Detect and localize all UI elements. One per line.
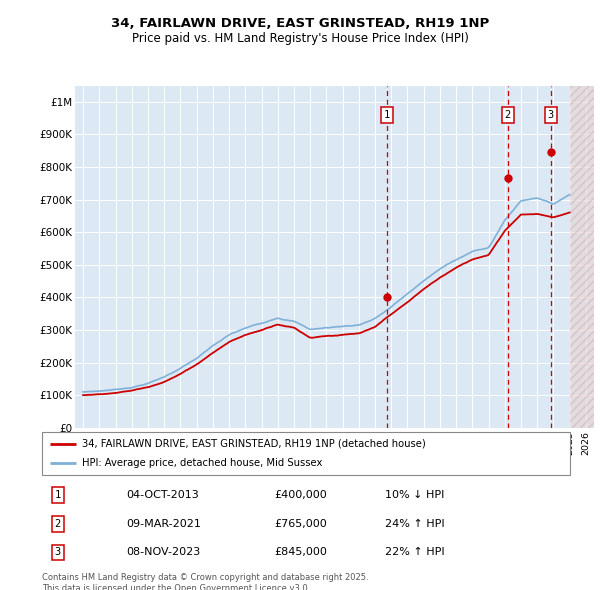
Text: 10% ↓ HPI: 10% ↓ HPI: [385, 490, 445, 500]
Text: 09-MAR-2021: 09-MAR-2021: [127, 519, 202, 529]
Text: 04-OCT-2013: 04-OCT-2013: [127, 490, 199, 500]
Text: HPI: Average price, detached house, Mid Sussex: HPI: Average price, detached house, Mid …: [82, 458, 322, 468]
Text: 24% ↑ HPI: 24% ↑ HPI: [385, 519, 445, 529]
Bar: [569, 86, 594, 428]
Text: £400,000: £400,000: [274, 490, 327, 500]
Text: Contains HM Land Registry data © Crown copyright and database right 2025.
This d: Contains HM Land Registry data © Crown c…: [42, 573, 368, 590]
Text: 2: 2: [505, 110, 511, 120]
FancyBboxPatch shape: [42, 432, 570, 475]
Text: £845,000: £845,000: [274, 548, 327, 558]
Text: £765,000: £765,000: [274, 519, 327, 529]
Text: 3: 3: [548, 110, 554, 120]
Bar: [569, 86, 594, 428]
Text: 3: 3: [55, 548, 61, 558]
Text: 34, FAIRLAWN DRIVE, EAST GRINSTEAD, RH19 1NP (detached house): 34, FAIRLAWN DRIVE, EAST GRINSTEAD, RH19…: [82, 439, 425, 449]
Text: 34, FAIRLAWN DRIVE, EAST GRINSTEAD, RH19 1NP: 34, FAIRLAWN DRIVE, EAST GRINSTEAD, RH19…: [111, 17, 489, 30]
Text: 08-NOV-2023: 08-NOV-2023: [127, 548, 201, 558]
Text: 1: 1: [384, 110, 391, 120]
Text: 1: 1: [55, 490, 61, 500]
Text: 2: 2: [55, 519, 61, 529]
Text: Price paid vs. HM Land Registry's House Price Index (HPI): Price paid vs. HM Land Registry's House …: [131, 32, 469, 45]
Text: 22% ↑ HPI: 22% ↑ HPI: [385, 548, 445, 558]
